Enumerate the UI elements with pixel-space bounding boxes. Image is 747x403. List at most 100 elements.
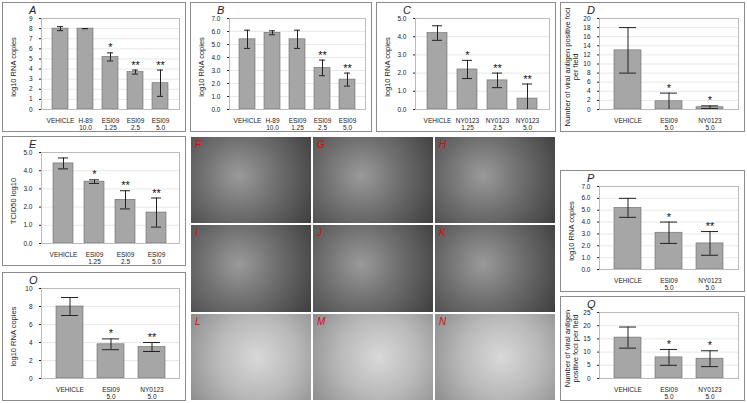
svg-text:**: **	[493, 62, 502, 74]
svg-text:4: 4	[29, 339, 33, 346]
svg-text:15: 15	[583, 335, 591, 342]
svg-text:NY01235.0: NY01235.0	[140, 386, 164, 400]
svg-text:**: **	[343, 62, 352, 74]
svg-text:**: **	[156, 59, 165, 71]
svg-text:1.0: 1.0	[397, 87, 406, 94]
svg-text:6: 6	[587, 78, 591, 85]
svg-text:VEHICLE: VEHICLE	[234, 117, 262, 124]
svg-text:5.0: 5.0	[211, 41, 220, 48]
svg-text:5: 5	[587, 361, 591, 368]
svg-text:0: 0	[29, 375, 33, 382]
svg-text:5.0: 5.0	[581, 206, 590, 213]
svg-text:H-8910.0: H-8910.0	[265, 117, 279, 130]
svg-text:**: **	[148, 331, 157, 343]
svg-text:ESI092.5: ESI092.5	[314, 117, 332, 130]
svg-text:6: 6	[29, 45, 33, 52]
svg-text:ESI095.0: ESI095.0	[148, 251, 166, 265]
svg-text:4.0: 4.0	[397, 33, 406, 40]
svg-text:VEHICLE: VEHICLE	[47, 117, 75, 124]
svg-text:**: **	[318, 49, 327, 61]
svg-text:VEHICLE: VEHICLE	[56, 386, 84, 393]
svg-text:**: **	[152, 187, 161, 199]
svg-text:12: 12	[583, 51, 591, 58]
svg-text:2.0: 2.0	[397, 69, 406, 76]
svg-text:ESI095.0: ESI095.0	[102, 386, 120, 400]
svg-text:NY01235.0: NY01235.0	[698, 117, 722, 130]
svg-text:VEHICLE: VEHICLE	[614, 117, 642, 124]
svg-text:5: 5	[29, 55, 33, 62]
svg-text:1.0: 1.0	[211, 93, 220, 100]
svg-text:*: *	[109, 327, 114, 339]
svg-text:10: 10	[583, 348, 591, 355]
svg-text:1.0: 1.0	[23, 221, 32, 228]
svg-text:0.0: 0.0	[211, 106, 220, 113]
svg-text:VEHICLE: VEHICLE	[424, 117, 452, 124]
svg-text:**: **	[523, 73, 532, 85]
svg-text:NY01235.0: NY01235.0	[698, 386, 722, 400]
svg-text:6.0: 6.0	[581, 194, 590, 201]
svg-text:3: 3	[29, 75, 33, 82]
svg-text:**: **	[706, 220, 715, 232]
svg-text:2.0: 2.0	[211, 80, 220, 87]
svg-text:1: 1	[29, 95, 33, 102]
svg-text:**: **	[131, 59, 140, 71]
svg-text:ESI095.0: ESI095.0	[339, 117, 357, 130]
svg-text:ESI092.5: ESI092.5	[127, 117, 145, 130]
svg-text:2: 2	[29, 357, 33, 364]
svg-text:NY01231.25: NY01231.25	[456, 117, 480, 130]
svg-text:10: 10	[583, 60, 591, 67]
svg-text:4: 4	[29, 65, 33, 72]
svg-text:3.0: 3.0	[23, 185, 32, 192]
svg-text:VEHICLE: VEHICLE	[50, 251, 78, 258]
svg-text:2.0: 2.0	[581, 242, 590, 249]
svg-text:3.0: 3.0	[211, 67, 220, 74]
svg-text:0.0: 0.0	[23, 240, 32, 247]
svg-text:*: *	[667, 338, 672, 350]
svg-text:1.0: 1.0	[581, 254, 590, 261]
svg-text:3.0: 3.0	[397, 51, 406, 58]
svg-text:6: 6	[29, 321, 33, 328]
svg-text:*: *	[108, 41, 113, 53]
svg-text:6.0: 6.0	[211, 28, 220, 35]
svg-text:4.0: 4.0	[211, 54, 220, 61]
svg-text:ESI095.0: ESI095.0	[660, 277, 678, 291]
svg-text:NY01232.5: NY01232.5	[486, 117, 510, 130]
svg-text:*: *	[465, 49, 470, 61]
svg-text:ESI091.25: ESI091.25	[86, 251, 104, 265]
svg-text:2: 2	[29, 85, 33, 92]
svg-text:8: 8	[29, 25, 33, 32]
svg-text:ESI095.0: ESI095.0	[660, 386, 678, 400]
svg-text:0.0: 0.0	[581, 266, 590, 273]
svg-text:4: 4	[587, 87, 591, 94]
svg-text:NY01235.0: NY01235.0	[516, 117, 540, 130]
svg-text:14: 14	[583, 42, 591, 49]
svg-text:*: *	[667, 211, 672, 223]
svg-text:ESI092.5: ESI092.5	[117, 251, 135, 265]
svg-text:0.0: 0.0	[397, 106, 406, 113]
svg-text:*: *	[667, 82, 672, 94]
svg-text:ESI091.25: ESI091.25	[289, 117, 307, 130]
svg-text:8: 8	[587, 69, 591, 76]
svg-text:NY01235.0: NY01235.0	[698, 277, 722, 291]
svg-text:4.0: 4.0	[23, 167, 32, 174]
svg-text:0: 0	[587, 106, 591, 113]
svg-text:2.0: 2.0	[23, 203, 32, 210]
svg-text:H-8910.0: H-8910.0	[78, 117, 92, 130]
svg-text:20: 20	[583, 322, 591, 329]
svg-text:*: *	[708, 339, 713, 351]
svg-text:7: 7	[29, 35, 33, 42]
svg-text:2: 2	[587, 96, 591, 103]
svg-text:18: 18	[583, 24, 591, 31]
svg-text:ESI095.0: ESI095.0	[660, 117, 678, 130]
svg-text:**: **	[121, 179, 130, 191]
svg-text:*: *	[92, 168, 97, 180]
svg-text:0: 0	[587, 375, 591, 382]
svg-text:4.0: 4.0	[581, 218, 590, 225]
svg-text:0: 0	[29, 106, 33, 113]
svg-text:3.0: 3.0	[581, 230, 590, 237]
svg-text:ESI095.0: ESI095.0	[152, 117, 170, 130]
svg-text:ESI091.25: ESI091.25	[102, 117, 120, 130]
svg-text:VEHICLE: VEHICLE	[614, 277, 642, 284]
svg-text:VEHICLE: VEHICLE	[614, 386, 642, 393]
svg-text:16: 16	[583, 33, 591, 40]
